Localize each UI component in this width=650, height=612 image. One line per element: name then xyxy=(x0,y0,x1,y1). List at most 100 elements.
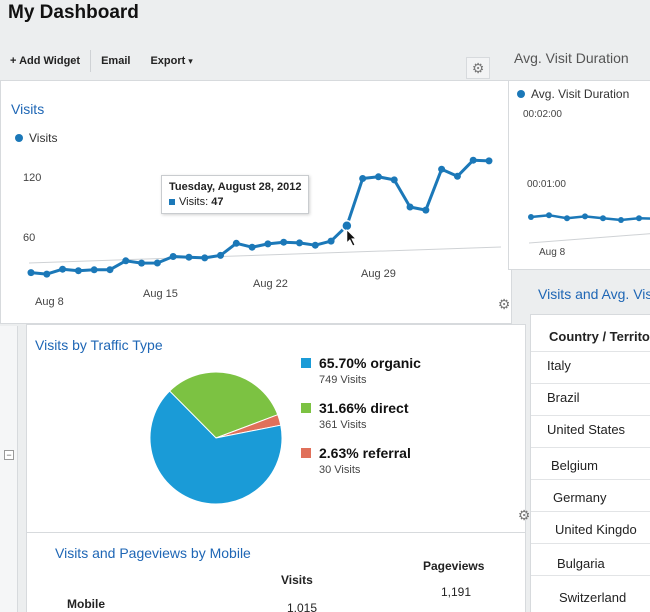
country-row[interactable]: Bulgaria xyxy=(531,543,650,575)
mobile-row-pageviews: 1,191 xyxy=(441,585,472,599)
visits-data-point xyxy=(374,173,382,181)
direct-count: 361 Visits xyxy=(319,419,367,431)
traffic-legend-direct: 31.66% direct 361 Visits xyxy=(301,400,421,431)
chevron-down-icon: ▾ xyxy=(188,56,193,66)
export-button[interactable]: Export ▾ xyxy=(140,55,202,67)
duration-data-point xyxy=(582,213,588,220)
toolbar-divider xyxy=(90,50,92,72)
duration-widget-title: Avg. Visit Duration xyxy=(514,50,629,66)
direct-swatch xyxy=(301,403,311,413)
visits-data-point xyxy=(138,259,146,267)
visits-x-tick-label: Aug 22 xyxy=(253,278,288,290)
tooltip-label: Visits: xyxy=(179,196,209,208)
dashboard-toolbar: + Add Widget Email Export ▾ xyxy=(0,46,203,76)
duration-y-label-mid: 00:01:00 xyxy=(527,179,566,190)
visits-data-point xyxy=(248,243,256,251)
duration-data-point xyxy=(618,217,624,223)
duration-x-label: Aug 8 xyxy=(539,247,566,258)
traffic-legend-referral: 2.63% referral 30 Visits xyxy=(301,445,421,476)
page-title: My Dashboard xyxy=(8,2,139,23)
visits-data-point xyxy=(153,259,161,267)
email-button[interactable]: Email xyxy=(101,55,131,67)
direct-percent: 31.66% direct xyxy=(319,400,409,416)
organic-slice xyxy=(149,390,283,505)
traffic-settings-gear-icon[interactable]: ⚙ xyxy=(497,295,511,312)
visits-data-point xyxy=(359,175,367,182)
visits-data-point xyxy=(469,156,477,164)
duration-legend: Avg. Visit Duration xyxy=(517,87,629,101)
visits-x-tick-label: Aug 15 xyxy=(143,288,178,300)
visits-data-point xyxy=(185,253,193,261)
country-row[interactable]: United Kingdo xyxy=(531,511,650,543)
visits-data-point xyxy=(90,266,98,274)
visits-data-point xyxy=(169,253,177,260)
visits-data-point xyxy=(295,239,303,247)
duration-data-point xyxy=(600,215,606,222)
visits-data-point xyxy=(438,165,446,173)
duration-data-point xyxy=(546,212,552,219)
country-widget-title: Visits and Avg. Visi xyxy=(538,286,650,302)
visits-data-point xyxy=(217,251,225,259)
organic-count: 749 Visits xyxy=(319,374,367,386)
visits-y-tick-label: 60 xyxy=(23,232,35,244)
visits-data-point xyxy=(422,206,430,214)
country-row[interactable]: United States xyxy=(531,415,650,445)
visits-data-point xyxy=(27,269,35,277)
organic-swatch xyxy=(301,358,311,368)
mobile-col-pageviews: Pageviews xyxy=(423,559,485,573)
traffic-legend-organic: 65.70% organic 749 Visits xyxy=(301,355,421,386)
duration-data-point xyxy=(636,215,642,222)
visits-data-point xyxy=(264,240,272,248)
visits-data-point xyxy=(390,176,398,184)
duration-widget: Avg. Visit Duration 00:02:00 00:01:00 Au… xyxy=(508,80,650,270)
duration-legend-label: Avg. Visit Duration xyxy=(531,87,630,101)
referral-percent: 2.63% referral xyxy=(319,445,411,461)
visits-x-tick-label: Aug 8 xyxy=(35,296,64,308)
mouse-cursor-icon xyxy=(346,228,357,247)
country-row[interactable]: Belgium xyxy=(531,447,650,479)
duration-data-point xyxy=(528,214,534,220)
mobile-settings-gear-icon[interactable]: ⚙ xyxy=(517,506,531,523)
duration-axis-line xyxy=(528,233,650,244)
tooltip-series-icon xyxy=(169,199,175,206)
country-row[interactable]: Brazil xyxy=(531,383,650,413)
export-label: Export xyxy=(150,55,186,67)
duration-line-chart[interactable] xyxy=(509,81,650,271)
visits-data-point xyxy=(201,254,209,262)
visits-data-point xyxy=(74,267,82,275)
country-widget: Visits and Avg. Visi Country / Territo I… xyxy=(530,286,650,612)
referral-swatch xyxy=(301,448,311,458)
traffic-legend: 65.70% organic 749 Visits 31.66% direct 36… xyxy=(301,355,421,490)
visits-widget: Visits Visits 120 60 Aug 8 Aug 15 Aug 22 Aug … xyxy=(0,80,512,324)
visits-data-point xyxy=(327,237,335,245)
add-widget-button[interactable]: + Add Widget xyxy=(10,55,81,67)
organic-percent: 65.70% organic xyxy=(319,355,421,371)
visits-x-tick-label: Aug 29 xyxy=(361,268,396,280)
visits-legend-label: Visits xyxy=(29,131,58,145)
mobile-widget-title: Visits and Pageviews by Mobile xyxy=(55,545,251,561)
visits-line-chart[interactable]: 120 60 Aug 8 Aug 15 Aug 22 Aug 29 xyxy=(1,145,511,325)
visits-data-point xyxy=(232,239,240,247)
visits-data-point xyxy=(406,203,414,211)
country-row[interactable]: Switzerland xyxy=(531,575,650,607)
collapse-icon[interactable]: − xyxy=(4,450,14,460)
duration-data-point xyxy=(564,215,570,222)
visits-data-point xyxy=(122,257,130,265)
visits-data-point xyxy=(59,265,67,273)
referral-count: 30 Visits xyxy=(319,464,361,476)
country-row[interactable]: Germany xyxy=(531,479,650,511)
traffic-widget-title: Visits by Traffic Type xyxy=(35,337,163,353)
visits-y-tick-label: 120 xyxy=(23,172,41,184)
visits-data-point xyxy=(311,241,319,249)
visits-legend-dot-icon xyxy=(15,134,23,142)
visits-tooltip: Tuesday, August 28, 2012 Visits: 47 xyxy=(161,175,310,214)
tooltip-value: 47 xyxy=(211,196,224,208)
mobile-col-visits: Visits xyxy=(281,573,313,587)
visits-settings-gear-icon[interactable]: ⚙ xyxy=(466,57,490,79)
country-row[interactable]: Italy xyxy=(531,351,650,381)
visits-legend: Visits xyxy=(15,131,57,145)
traffic-pie-chart[interactable] xyxy=(141,363,291,513)
mobile-widget: Visits and Pageviews by Mobile Visits Pa… xyxy=(26,532,526,612)
visits-data-point xyxy=(106,266,114,274)
visits-data-point xyxy=(280,238,288,246)
